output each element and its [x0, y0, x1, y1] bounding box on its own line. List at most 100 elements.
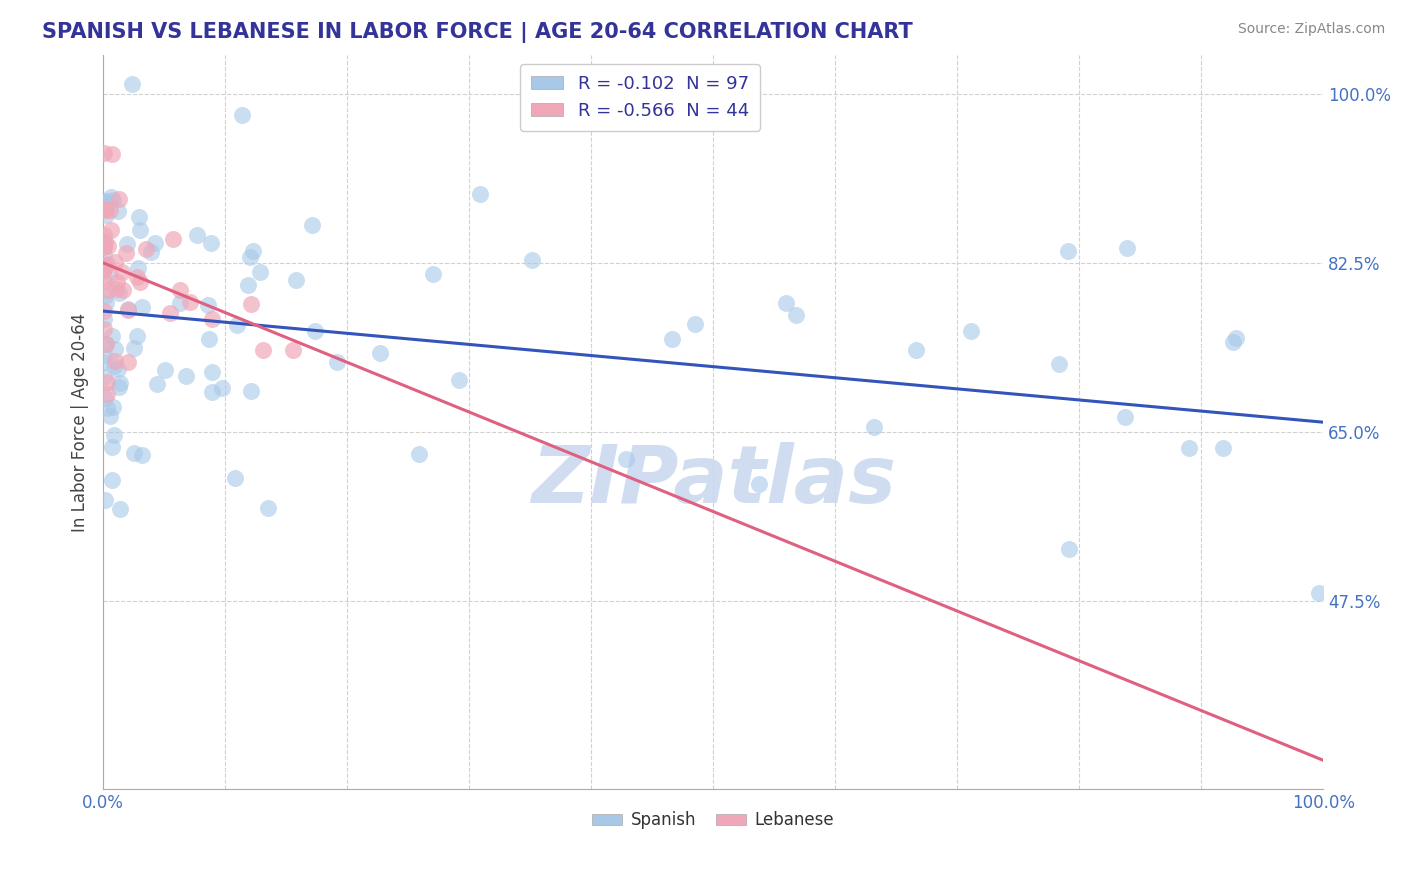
Point: [449, 373, 471, 387]
Point: [115, 236, 138, 251]
Point: [93, 258, 115, 272]
Point: [103, 342, 125, 356]
Point: [100, 223, 122, 237]
Point: [186, 228, 208, 243]
Point: [107, 192, 129, 206]
Point: [200, 235, 222, 250]
Point: [93, 260, 115, 275]
Point: [128, 223, 150, 237]
Point: [224, 470, 246, 484]
Point: [249, 265, 271, 279]
Point: [201, 311, 224, 326]
Point: [368, 346, 391, 360]
Point: [1115, 241, 1137, 255]
Point: [304, 324, 326, 338]
Point: [93, 370, 115, 384]
Point: [1225, 331, 1247, 345]
Point: [101, 193, 124, 207]
Point: [101, 328, 124, 343]
Point: [93, 194, 115, 209]
Point: [107, 361, 129, 376]
Point: [94, 194, 117, 209]
Point: [97, 283, 120, 297]
Point: [239, 384, 262, 398]
Point: [128, 211, 150, 225]
Point: [103, 428, 125, 442]
Point: [96, 401, 118, 415]
Point: [162, 232, 184, 246]
Point: [225, 318, 247, 332]
Text: SPANISH VS LEBANESE IN LABOR FORCE | AGE 20-64 CORRELATION CHART: SPANISH VS LEBANESE IN LABOR FORCE | AGE…: [42, 22, 912, 44]
Point: [93, 263, 115, 277]
Point: [1057, 244, 1080, 258]
Point: [905, 343, 928, 358]
Point: [197, 298, 219, 312]
Point: [107, 286, 129, 301]
Point: [105, 275, 128, 289]
Point: [236, 278, 259, 293]
Point: [93, 274, 115, 288]
Point: [117, 303, 139, 318]
Point: [101, 146, 124, 161]
Point: [242, 244, 264, 258]
Point: [93, 237, 115, 252]
Point: [93, 145, 115, 160]
Point: [135, 243, 157, 257]
Point: [252, 343, 274, 358]
Point: [98, 409, 121, 424]
Point: [94, 209, 117, 223]
Point: [862, 420, 884, 434]
Point: [201, 385, 224, 400]
Point: [96, 387, 118, 401]
Point: [169, 296, 191, 310]
Point: [100, 473, 122, 487]
Point: [93, 321, 115, 335]
Point: [117, 302, 139, 317]
Point: [122, 445, 145, 459]
Point: [325, 355, 347, 369]
Point: [143, 235, 166, 250]
Point: [93, 259, 115, 273]
Point: [1178, 441, 1201, 455]
Point: [94, 202, 117, 217]
Point: [108, 380, 131, 394]
Point: [125, 329, 148, 343]
Point: [283, 343, 305, 357]
Point: [121, 77, 143, 91]
Point: [108, 376, 131, 390]
Point: [468, 187, 491, 202]
Point: [153, 363, 176, 377]
Point: [93, 248, 115, 262]
Point: [93, 261, 115, 276]
Point: [176, 369, 198, 384]
Point: [94, 235, 117, 249]
Point: [775, 295, 797, 310]
Point: [1222, 335, 1244, 350]
Legend: Spanish, Lebanese: Spanish, Lebanese: [585, 805, 841, 836]
Point: [93, 240, 115, 254]
Point: [98, 268, 121, 283]
Point: [111, 283, 134, 297]
Point: [111, 265, 134, 279]
Point: [748, 476, 770, 491]
Point: [110, 502, 132, 516]
Point: [93, 304, 115, 318]
Point: [101, 440, 124, 454]
Point: [93, 228, 115, 243]
Text: ZIPatlas: ZIPatlas: [530, 442, 896, 520]
Point: [159, 305, 181, 319]
Point: [96, 295, 118, 310]
Point: [117, 354, 139, 368]
Point: [93, 312, 115, 326]
Point: [238, 250, 260, 264]
Y-axis label: In Labor Force | Age 20-64: In Labor Force | Age 20-64: [72, 312, 89, 532]
Point: [131, 448, 153, 462]
Point: [785, 308, 807, 322]
Point: [104, 354, 127, 368]
Point: [93, 355, 115, 369]
Point: [959, 325, 981, 339]
Point: [231, 108, 253, 122]
Point: [1047, 357, 1070, 371]
Point: [1114, 410, 1136, 425]
Text: Source: ZipAtlas.com: Source: ZipAtlas.com: [1237, 22, 1385, 37]
